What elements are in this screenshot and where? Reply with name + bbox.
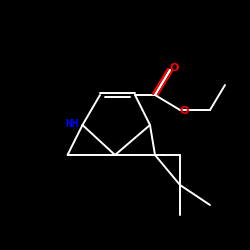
Text: O: O — [179, 106, 189, 116]
Text: O: O — [170, 63, 179, 73]
Text: NH: NH — [66, 119, 79, 129]
